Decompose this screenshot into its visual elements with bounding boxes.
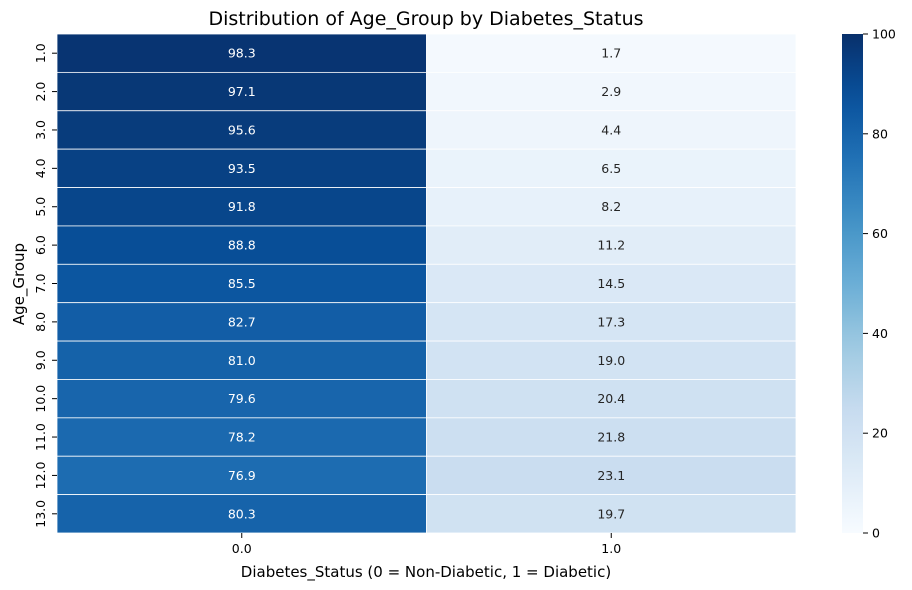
heatmap-cell: [56, 71, 427, 112]
colorbar-tick-label: 40: [872, 326, 888, 341]
heatmap-cell: [56, 110, 427, 150]
heatmap-cell: [426, 455, 797, 496]
heatmap-cell: [56, 33, 427, 73]
y-tick-label: 1.0: [33, 43, 48, 63]
heatmap-cell: [426, 379, 797, 419]
x-axis-ticks: 0.0 1.0: [232, 533, 621, 556]
heatmap-cell: [56, 340, 427, 380]
y-tick-label: 8.0: [33, 312, 48, 332]
heatmap-cell: [56, 379, 427, 419]
cell-value-label: 23.1: [597, 468, 625, 483]
cell-value-label: 80.3: [228, 506, 256, 521]
heatmap-cell: [426, 225, 797, 265]
chart-title: Distribution of Age_Group by Diabetes_St…: [208, 8, 643, 30]
cell-value-label: 6.5: [601, 161, 621, 176]
cell-value-label: 19.0: [597, 353, 625, 368]
heatmap-cell: [56, 494, 427, 534]
y-tick-label: 10.0: [33, 385, 48, 413]
y-tick-label: 13.0: [33, 500, 48, 528]
y-tick-label: 11.0: [33, 423, 48, 451]
heatmap-cell: [426, 263, 797, 304]
cell-value-label: 93.5: [228, 161, 256, 176]
y-tick-label: 2.0: [33, 82, 48, 102]
cell-value-label: 1.7: [601, 46, 621, 61]
cell-value-label: 88.8: [228, 238, 256, 253]
heatmap-cell: [56, 455, 427, 496]
cell-value-label: 82.7: [228, 314, 256, 329]
heatmap-cell: [426, 148, 797, 188]
cell-value-label: 11.2: [597, 238, 625, 253]
heatmap-cell: [426, 302, 797, 342]
cell-value-label: 4.4: [601, 122, 621, 137]
colorbar-tick-label: 20: [872, 426, 888, 441]
cell-value-label: 91.8: [228, 199, 256, 214]
heatmap-cell: [426, 187, 797, 227]
heatmap-cells: 98.3 1.7 97.1 2.9 95.6 4.4 93.5 6.5 91.8 8.2 88.8 1…: [56, 33, 797, 534]
heatmap-cell: [56, 302, 427, 342]
heatmap-cell: [426, 110, 797, 150]
cell-value-label: 76.9: [228, 468, 256, 483]
y-tick-label: 3.0: [33, 120, 48, 140]
x-tick-label: 0.0: [232, 541, 252, 556]
heatmap-cell: [426, 33, 797, 73]
x-axis-label: Diabetes_Status (0 = Non-Diabetic, 1 = D…: [241, 563, 611, 582]
heatmap-cell: [426, 71, 797, 112]
y-tick-label: 9.0: [33, 350, 48, 370]
colorbar-tick-label: 80: [872, 126, 888, 141]
cell-value-label: 85.5: [228, 276, 256, 291]
cell-value-label: 17.3: [597, 314, 625, 329]
heatmap-cell: [56, 417, 427, 457]
y-tick-label: 5.0: [33, 197, 48, 217]
cell-value-label: 78.2: [228, 430, 256, 445]
colorbar: 0 20 40 60 80 100: [842, 27, 896, 541]
heatmap-cell: [426, 494, 797, 534]
y-tick-label: 12.0: [33, 461, 48, 489]
colorbar-tick-label: 100: [872, 27, 896, 42]
cell-value-label: 97.1: [228, 84, 256, 99]
y-tick-label: 7.0: [33, 274, 48, 294]
cell-value-label: 81.0: [228, 353, 256, 368]
cell-value-label: 98.3: [228, 46, 256, 61]
cell-value-label: 2.9: [601, 84, 621, 99]
colorbar-tick-label: 0: [872, 526, 880, 541]
heatmap-cell: [56, 263, 427, 304]
heatmap-cell: [426, 417, 797, 457]
y-axis-label: Age_Group: [10, 243, 29, 325]
cell-value-label: 79.6: [228, 391, 256, 406]
y-tick-label: 6.0: [33, 235, 48, 255]
y-tick-label: 4.0: [33, 158, 48, 178]
y-axis-ticks: 1.0 2.0 3.0 4.0 5.0 6.0 7.0 8.0 9.0 10.0 11.0 12.0 1…: [33, 43, 57, 528]
cell-value-label: 19.7: [597, 506, 625, 521]
colorbar-tick-label: 60: [872, 226, 888, 241]
cell-value-label: 95.6: [228, 122, 256, 137]
x-tick-label: 1.0: [601, 541, 621, 556]
cell-value-label: 21.8: [597, 430, 625, 445]
heatmap-cell: [426, 340, 797, 380]
cell-value-label: 14.5: [597, 276, 625, 291]
colorbar-gradient: [842, 34, 863, 533]
cell-value-label: 8.2: [601, 199, 621, 214]
cell-value-label: 20.4: [597, 391, 625, 406]
